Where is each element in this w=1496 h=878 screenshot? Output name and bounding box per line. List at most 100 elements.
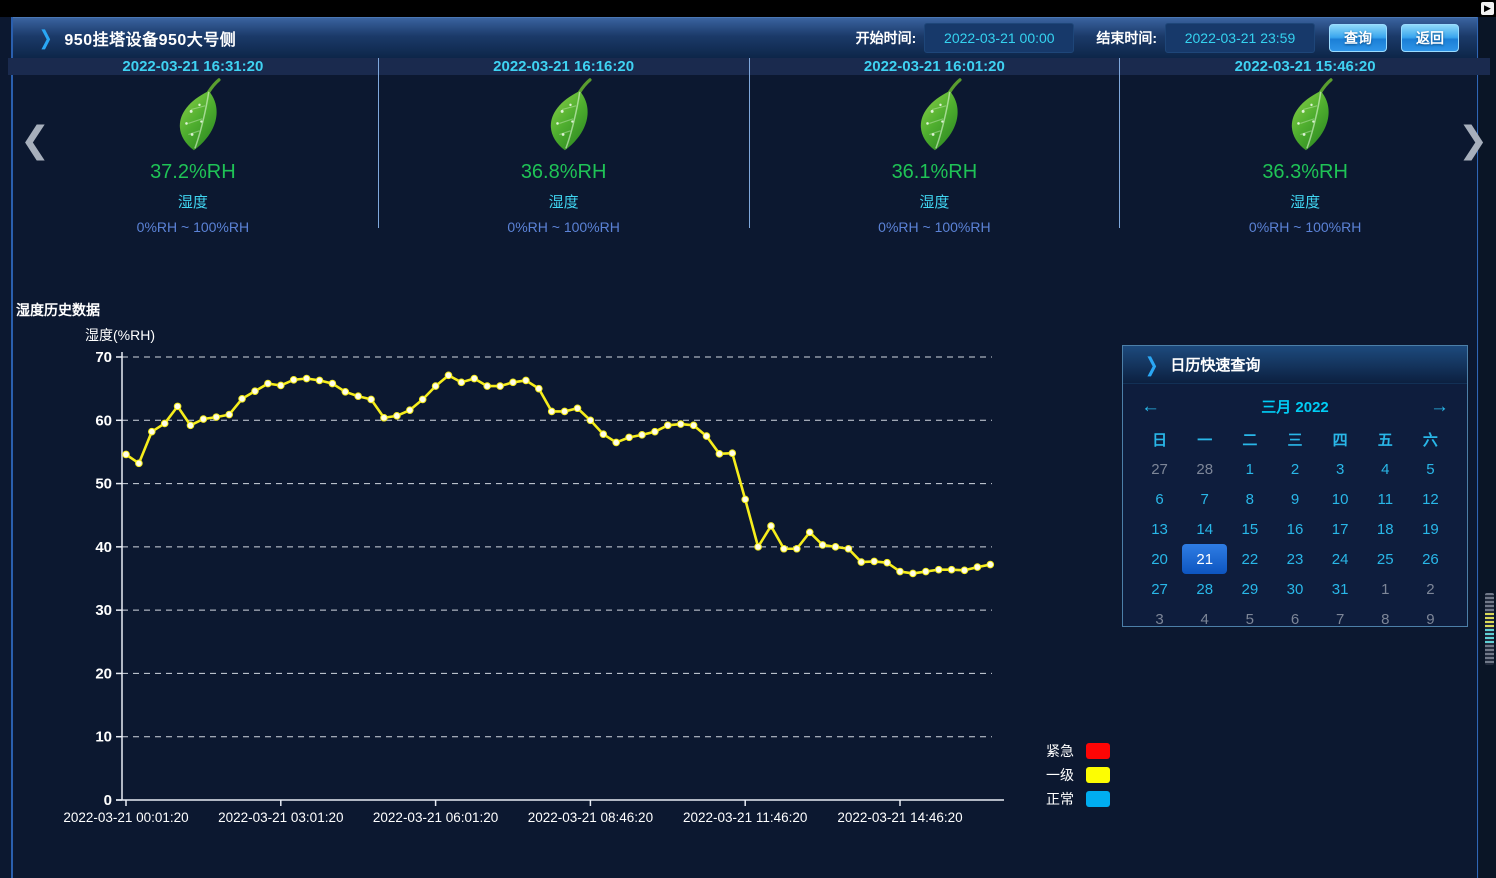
carousel-left-arrow-icon[interactable]: ❮: [20, 119, 51, 160]
calendar-next-month-icon[interactable]: →: [1430, 395, 1449, 417]
sensor-card-strip: 2022-03-21 16:16:20: [378, 58, 749, 75]
calendar-day[interactable]: 1: [1381, 580, 1390, 598]
calendar-day[interactable]: 9: [1290, 490, 1300, 508]
sensor-timestamp: 2022-03-21 15:46:20: [1234, 58, 1376, 75]
end-time-input[interactable]: [1165, 23, 1315, 53]
left-frame-line: [11, 17, 13, 878]
svg-text:30: 30: [95, 602, 112, 619]
calendar-day[interactable]: 8: [1245, 490, 1255, 508]
humidity-label: 湿度: [548, 194, 579, 211]
legend-label: 正常: [1046, 791, 1074, 807]
calendar-day[interactable]: 3: [1155, 610, 1164, 628]
legend-swatch: [1086, 767, 1110, 783]
calendar-day[interactable]: 10: [1331, 490, 1349, 508]
right-frame-line: [1477, 17, 1478, 878]
sensor-card: 2022-03-21 16:01:20 36.1%RH 湿度 0%RH ~ 10…: [749, 58, 1121, 235]
calendar-weekday: 二: [1242, 431, 1258, 449]
calendar-day-selected[interactable]: 21: [1182, 544, 1228, 574]
calendar-day[interactable]: 6: [1290, 610, 1300, 628]
carousel-right-arrow-icon[interactable]: ❯: [1458, 119, 1489, 160]
calendar-day[interactable]: 6: [1155, 490, 1164, 508]
calendar-day[interactable]: 3: [1335, 460, 1345, 478]
humidity-value: 36.3%RH: [1262, 161, 1348, 183]
calendar-day[interactable]: 27: [1151, 460, 1168, 478]
start-time-input[interactable]: [924, 23, 1075, 53]
calendar-day[interactable]: 31: [1331, 580, 1349, 598]
leaf-icon: [179, 78, 221, 151]
title-chevron-icon: ❯: [39, 28, 53, 50]
calendar-day[interactable]: 9: [1426, 610, 1435, 628]
calendar-weekday: 一: [1197, 431, 1213, 449]
humidity-label: 湿度: [919, 194, 950, 211]
sensor-timestamp: 2022-03-21 16:01:20: [863, 58, 1005, 75]
sensor-card-row: 2022-03-21 16:31:20 37.2%RH 湿度 0%RH ~ 10…: [8, 58, 1490, 235]
calendar-day[interactable]: 8: [1381, 610, 1390, 628]
back-button[interactable]: 返回: [1401, 24, 1459, 52]
calendar-day[interactable]: 7: [1335, 610, 1345, 628]
calendar-day[interactable]: 7: [1200, 490, 1209, 508]
svg-text:2022-03-21 08:46:20: 2022-03-21 08:46:20: [528, 810, 653, 825]
calendar-day[interactable]: 4: [1381, 460, 1390, 478]
calendar-day[interactable]: 22: [1241, 550, 1259, 568]
humidity-value: 36.8%RH: [520, 161, 607, 183]
calendar-day[interactable]: 23: [1286, 550, 1304, 568]
calendar-day[interactable]: 15: [1241, 520, 1259, 538]
svg-text:2022-03-21 00:01:20: 2022-03-21 00:01:20: [63, 810, 188, 825]
calendar-day[interactable]: 5: [1245, 610, 1255, 628]
calendar-day[interactable]: 18: [1376, 520, 1394, 538]
calendar-day[interactable]: 13: [1151, 520, 1168, 538]
calendar-day[interactable]: 1: [1245, 460, 1255, 478]
humidity-range: 0%RH ~ 100%RH: [136, 219, 250, 235]
humidity-line-chart: 湿度(%RH) 0 10 20 30 40 50 60 70 2022-03-21 00:01:2…: [63, 327, 1004, 825]
calendar-day[interactable]: 4: [1200, 610, 1209, 628]
calendar-day[interactable]: 27: [1151, 580, 1168, 598]
corner-play-icon: ▶: [1481, 2, 1494, 15]
calendar-day[interactable]: 29: [1241, 580, 1259, 598]
sensor-timestamp: 2022-03-21 16:16:20: [493, 58, 635, 75]
svg-text:50: 50: [95, 476, 112, 493]
calendar-day[interactable]: 5: [1426, 460, 1435, 478]
scroll-thumb-stripes: [1485, 629, 1494, 645]
calendar-day[interactable]: 30: [1286, 580, 1304, 598]
calendar-weekday: 六: [1422, 431, 1438, 449]
svg-text:2022-03-21 11:46:20: 2022-03-21 11:46:20: [683, 810, 807, 825]
calendar-day[interactable]: 12: [1422, 490, 1439, 508]
sensor-card: 2022-03-21 15:46:20 36.3%RH 湿度 0%RH ~ 10…: [1120, 58, 1490, 235]
scroll-thumb-stripes: [1485, 613, 1494, 629]
calendar-prev-month-icon[interactable]: ←: [1141, 395, 1160, 417]
calendar-day[interactable]: 19: [1422, 520, 1439, 538]
calendar-day[interactable]: 16: [1286, 520, 1304, 538]
calendar-chevron-icon: ❯: [1145, 354, 1159, 376]
svg-text:10: 10: [95, 729, 112, 746]
calendar-day[interactable]: 28: [1196, 460, 1214, 478]
legend-item: 正常: [1032, 787, 1110, 811]
svg-text:60: 60: [95, 412, 112, 429]
main-header: ❯ 950挂塔设备950大号侧 开始时间: 结束时间: 查询 返回: [13, 17, 1477, 58]
calendar-weekday: 日: [1152, 431, 1168, 449]
calendar-day[interactable]: 24: [1331, 550, 1349, 568]
scrollbar-thumb[interactable]: [1485, 593, 1494, 665]
scroll-thumb-stripes: [1485, 593, 1494, 613]
chart-title: 湿度历史数据: [16, 302, 100, 318]
query-button[interactable]: 查询: [1329, 24, 1387, 52]
sensor-timestamp: 2022-03-21 16:31:20: [122, 58, 264, 75]
svg-text:2022-03-21 06:01:20: 2022-03-21 06:01:20: [373, 810, 498, 825]
calendar-day[interactable]: 11: [1377, 490, 1394, 508]
calendar-panel: ❯ 日历快速查询 ← 三月 2022 → 日一二三四五六 27 28 1 2 3 4 5 6 7…: [1122, 345, 1468, 628]
calendar-day[interactable]: 14: [1196, 520, 1214, 538]
svg-text:40: 40: [95, 539, 112, 556]
legend-swatch: [1086, 743, 1110, 759]
calendar-day[interactable]: 2: [1290, 460, 1300, 478]
calendar-day[interactable]: 17: [1331, 520, 1349, 538]
sensor-card: 2022-03-21 16:31:20 37.2%RH 湿度 0%RH ~ 10…: [8, 58, 379, 235]
calendar-day[interactable]: 26: [1422, 550, 1439, 568]
humidity-range: 0%RH ~ 100%RH: [1248, 219, 1362, 235]
calendar-weekday: 四: [1332, 431, 1348, 449]
leaf-icon: [550, 78, 592, 151]
top-black-strip: ▶: [0, 0, 1496, 17]
calendar-day[interactable]: 28: [1196, 580, 1214, 598]
calendar-day[interactable]: 25: [1376, 550, 1394, 568]
calendar-day[interactable]: 2: [1426, 580, 1435, 598]
calendar-day[interactable]: 20: [1151, 550, 1168, 568]
